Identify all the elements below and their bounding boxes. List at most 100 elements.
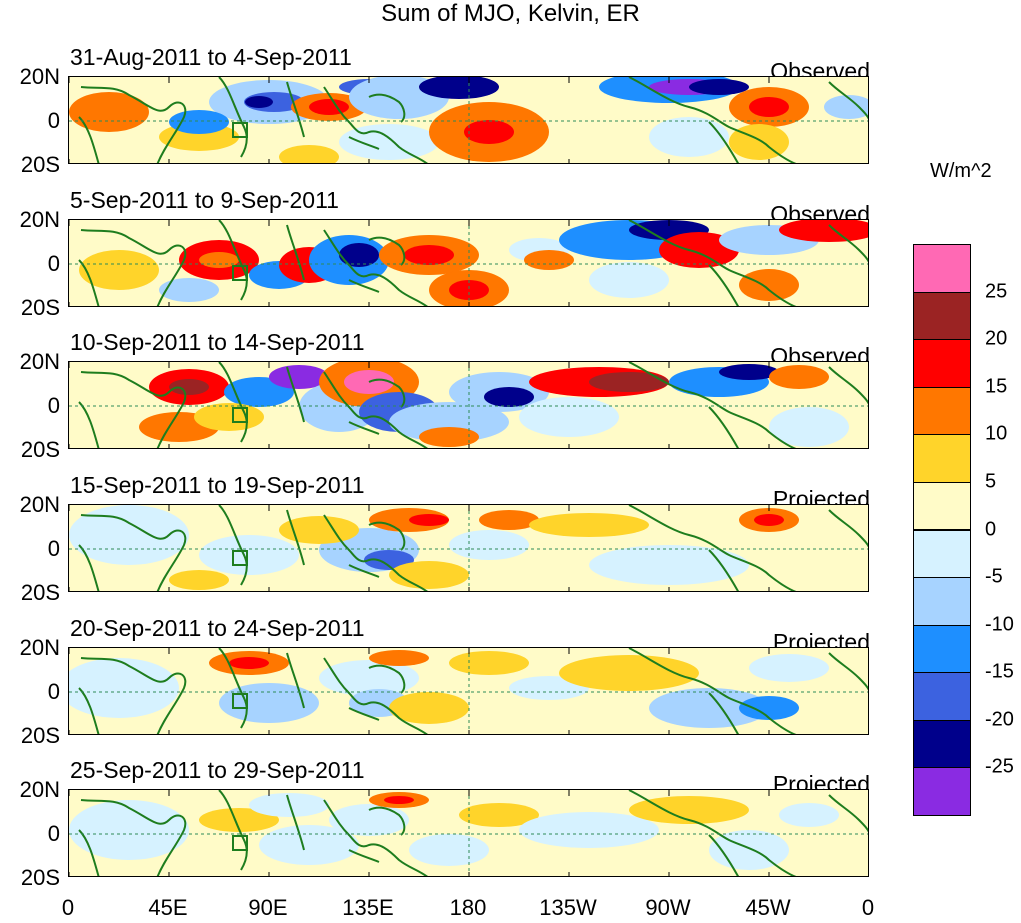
anomaly-contour [589, 262, 669, 298]
anomaly-contour [419, 427, 479, 447]
anomaly-contour [309, 99, 349, 115]
coastline [628, 648, 797, 734]
anomaly-contour [199, 535, 299, 575]
y-axis-label: 0 [47, 108, 60, 133]
figure-title: Sum of MJO, Kelvin, ER [381, 0, 640, 27]
anomaly-contour [409, 834, 489, 866]
map-canvas [69, 220, 868, 306]
coastline [708, 406, 740, 448]
anomaly-contour [369, 650, 429, 666]
anomaly-contour [245, 96, 273, 108]
colorbar-level-label: -10 [985, 613, 1014, 636]
y-axis-label: 0 [47, 251, 60, 276]
anomaly-contour [169, 379, 209, 395]
anomaly-contour [389, 692, 469, 724]
anomaly-contour [519, 812, 659, 848]
anomaly-contour [484, 387, 534, 407]
coastline [78, 259, 100, 306]
anomaly-contour [269, 365, 329, 389]
colorbar-box [913, 624, 971, 674]
coastline [628, 505, 797, 591]
coastline [323, 86, 428, 163]
colorbar-level-label: 0 [985, 518, 997, 540]
coastline [286, 509, 305, 566]
anomaly-contour [559, 655, 699, 691]
anomaly-contour [419, 77, 499, 99]
anomaly-contour [339, 124, 439, 160]
anomaly-map [68, 219, 869, 307]
anomaly-contour [194, 403, 264, 431]
coastline [368, 664, 406, 694]
coastline [78, 116, 100, 163]
coastline [368, 236, 406, 266]
anomaly-contour [169, 110, 229, 134]
coastline [628, 362, 797, 448]
region-box [232, 693, 248, 709]
colorbar-box [913, 434, 971, 483]
anomaly-contour [524, 250, 574, 270]
panel-period-label: 10-Sep-2011 to 14-Sep-2011 [70, 329, 365, 355]
anomaly-contour [199, 808, 279, 832]
coastline [80, 657, 187, 734]
colorbar-box [913, 672, 971, 721]
anomaly-map [68, 361, 869, 449]
region-box [232, 407, 248, 423]
x-axis-label: 90E [248, 895, 288, 920]
colorbar [913, 244, 971, 816]
y-axis-label: 20N [19, 635, 60, 660]
coastline [80, 799, 187, 876]
coastline [348, 279, 380, 293]
anomaly-contour [79, 250, 159, 290]
y-axis-label: 20S [20, 437, 60, 462]
colorbar-box [913, 386, 971, 436]
colorbar-level-label: -5 [985, 565, 1003, 588]
anomaly-contour [779, 803, 839, 827]
colorbar-level-label: -25 [985, 755, 1014, 778]
colorbar-box [913, 767, 971, 816]
colorbar-box [913, 481, 971, 531]
anomaly-contour [754, 514, 784, 526]
anomaly-contour [589, 545, 749, 585]
map-canvas [69, 790, 868, 876]
anomaly-contour [384, 796, 414, 804]
anomaly-contour [409, 514, 449, 526]
map-canvas [69, 648, 868, 734]
coastline [348, 849, 380, 863]
colorbar-level-label: 10 [985, 422, 1008, 445]
coastline [368, 378, 406, 408]
anomaly-map [68, 789, 869, 877]
anomaly-contour [449, 280, 489, 300]
colorbar-level-label: 20 [985, 327, 1008, 350]
coastline [218, 77, 248, 158]
anomaly-contour [69, 92, 149, 132]
anomaly-contour [529, 513, 649, 537]
coastline [286, 366, 305, 423]
y-axis-label: 20S [20, 580, 60, 605]
y-axis-label: 20S [20, 865, 60, 890]
x-axis-label: 45W [745, 895, 791, 920]
y-axis-label: 20S [20, 152, 60, 177]
anomaly-contour [259, 825, 359, 865]
coastline [828, 509, 868, 548]
anomaly-contour [739, 269, 799, 301]
colorbar-box [913, 529, 971, 579]
colorbar-level-label: 25 [985, 280, 1008, 303]
colorbar-level-label: -20 [985, 708, 1014, 731]
anomaly-contour [69, 505, 189, 565]
anomaly-contour [339, 243, 379, 267]
anomaly-contour [464, 120, 514, 144]
coastline [323, 514, 428, 591]
y-axis-label: 0 [47, 679, 60, 704]
coastline [218, 362, 248, 443]
anomaly-contour [449, 651, 529, 675]
coastline [286, 224, 305, 281]
coastline [78, 401, 100, 448]
coastline [628, 220, 797, 306]
anomaly-contour [589, 372, 669, 392]
panel-period-label: 25-Sep-2011 to 29-Sep-2011 [70, 757, 365, 783]
coastline [323, 371, 428, 448]
panel-period-label: 5-Sep-2011 to 9-Sep-2011 [70, 187, 339, 213]
coastline [828, 81, 868, 120]
anomaly-contour [519, 397, 619, 437]
region-box [232, 122, 248, 138]
